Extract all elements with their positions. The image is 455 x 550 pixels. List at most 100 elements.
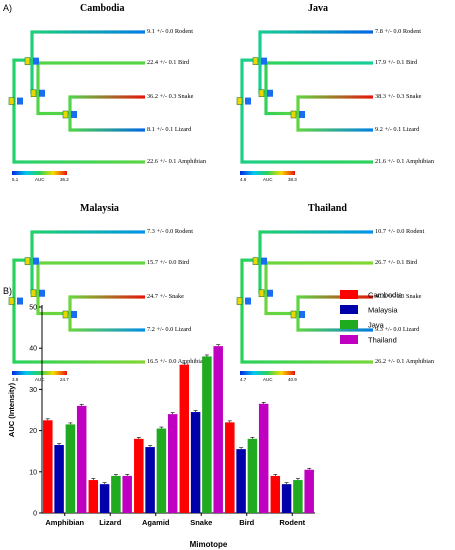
leaf-branch-snake [70, 295, 145, 299]
scale-axis-label: AUC [35, 377, 45, 382]
leaf-branch-snake [298, 295, 373, 299]
legend-label: Cambodia [368, 291, 403, 300]
node-marker [8, 297, 23, 305]
leaf-label-snake: 24.7 +/- Snake [147, 293, 184, 300]
bar [281, 484, 292, 513]
bar [167, 414, 178, 513]
tree-diagram [8, 30, 145, 175]
x-tick-label: Bird [239, 518, 254, 527]
color-scale-bar [12, 171, 67, 175]
leaf-branch-amphibian [242, 160, 373, 164]
bar [202, 356, 212, 513]
node-marker [30, 89, 45, 98]
bar [156, 428, 167, 513]
bar [99, 484, 110, 513]
legend-label: Malaysia [368, 306, 398, 315]
x-tick-label: Agamid [142, 518, 170, 527]
leaf-label-amphibian: 26.2 +/- 0.1 Amphibian [375, 358, 434, 365]
legend-swatch [340, 290, 358, 299]
leaf-branch-rodent [32, 230, 145, 234]
tree-title: Cambodia [80, 3, 125, 14]
panel-a-label: A) [3, 3, 12, 13]
leaf-label-bird: 22.4 +/- 0.1 Bird [147, 59, 190, 66]
bar [145, 447, 155, 513]
leaf-label-amphibian: 16.5 +/- 0.0 Amphibian [147, 358, 206, 365]
leaf-label-rodent: 7.3 +/- 0.0 Rodent [147, 228, 194, 235]
node-marker [290, 110, 305, 119]
leaf-branch-amphibian [14, 360, 145, 364]
node-marker [252, 257, 267, 265]
bar [54, 445, 64, 513]
bar [88, 480, 99, 513]
tree-diagram [8, 230, 145, 375]
scale-axis-label: AUC [263, 177, 273, 182]
leaf-branch-rodent [260, 230, 373, 234]
tree-branch [242, 58, 260, 62]
leaf-branch-lizard [70, 128, 145, 132]
tree-panel-thailand: Thailand 10.7 +/- 0.0 Rodent 26.7 +/- 0.1 … [228, 200, 453, 390]
color-scale-bar [240, 171, 295, 175]
leaf-branch-lizard [298, 328, 373, 332]
leaf-label-lizard: 8.1 +/- 0.1 Lizard [147, 126, 192, 133]
legend-swatch [340, 320, 358, 329]
bar [122, 475, 132, 513]
leaf-label-snake: 38.3 +/- 0.3 Snake [375, 93, 422, 100]
y-tick-label: 10 [29, 469, 37, 476]
tree-diagram [236, 30, 373, 175]
leaf-label-rodent: 9.1 +/- 0.0 Rodent [147, 28, 194, 35]
node-marker [62, 310, 77, 319]
leaf-label-snake: 36.2 +/- 0.3 Snake [147, 93, 194, 100]
tree-branch [266, 311, 298, 316]
y-tick-label: 0 [33, 511, 37, 518]
leaf-label-lizard: 9.2 +/- 0.1 Lizard [375, 126, 420, 133]
tree-panel-malaysia: Malaysia 7.3 +/- 0.0 Rodent 15.7 +/- 0.0 B… [0, 200, 225, 390]
bar [111, 475, 121, 513]
tree-branch [38, 311, 70, 316]
bar [76, 405, 87, 513]
bar [43, 420, 53, 513]
scale-min-label: 4.7 [240, 377, 247, 382]
panel-b-label: B) [3, 286, 12, 296]
leaf-label-rodent: 10.7 +/- 0.0 Rodent [375, 228, 425, 235]
leaf-branch-lizard [298, 128, 373, 132]
bar [304, 469, 314, 513]
color-scale-bar [12, 371, 67, 375]
node-marker [258, 89, 273, 98]
tree-branch [14, 58, 32, 62]
leaf-label-rodent: 7.8 +/- 0.0 Rodent [375, 28, 422, 35]
y-tick-label: 20 [29, 428, 37, 435]
scale-min-label: 5.1 [12, 177, 19, 182]
bar [247, 438, 258, 513]
tree-branch [266, 111, 298, 116]
leaf-label-amphibian: 22.6 +/- 0.1 Amphibian [147, 158, 206, 165]
bar [134, 438, 144, 513]
node-marker [236, 297, 251, 305]
tree-title: Java [308, 3, 328, 14]
x-axis-label: Mimotope [190, 540, 228, 549]
leaf-branch-bird [266, 261, 373, 265]
bar [236, 449, 246, 513]
bar [270, 475, 281, 513]
color-scale-bar [240, 371, 295, 375]
leaf-branch-snake [70, 95, 145, 99]
node-marker [290, 310, 305, 319]
leaf-label-snake: 40.9 +/- 0.3 Snake [375, 293, 422, 300]
node-marker [8, 97, 23, 105]
bar [225, 422, 235, 513]
x-tick-label: Snake [190, 518, 212, 527]
node-marker [252, 57, 267, 65]
legend-swatch [340, 335, 358, 344]
leaf-label-amphibian: 21.6 +/- 0.1 Amphibian [375, 158, 434, 165]
x-tick-label: Rodent [279, 518, 305, 527]
node-marker [258, 289, 273, 298]
leaf-branch-amphibian [242, 360, 373, 364]
leaf-branch-bird [38, 61, 145, 65]
leaf-branch-bird [266, 61, 373, 65]
tree-panel-java: Java 7.8 +/- 0.0 Rodent 17.9 +/- 0.1 Bird 3… [228, 0, 453, 190]
tree-diagram [236, 230, 373, 375]
y-tick-label: 30 [29, 387, 37, 394]
scale-max-label: 40.9 [288, 377, 297, 382]
leaf-branch-lizard [70, 328, 145, 332]
bar [258, 403, 269, 513]
x-tick-label: Amphibian [45, 518, 84, 527]
